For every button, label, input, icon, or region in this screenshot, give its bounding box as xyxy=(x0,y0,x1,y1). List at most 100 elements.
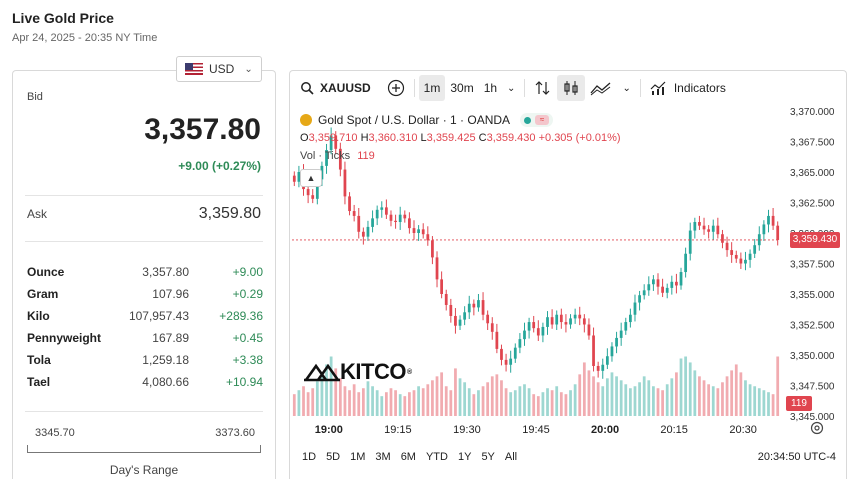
unit-price: 107,957.43 xyxy=(128,309,189,323)
volume-bar xyxy=(315,381,319,416)
candle-body xyxy=(698,222,701,226)
candle-body xyxy=(371,218,374,227)
volume-bar xyxy=(721,382,724,416)
volume-bar xyxy=(458,378,462,416)
candle-body xyxy=(454,315,457,326)
compare-button[interactable] xyxy=(382,75,410,101)
volume-bar xyxy=(440,372,444,416)
unit-change: +10.94 xyxy=(225,375,263,389)
page-timestamp: Apr 24, 2025 - 20:35 NY Time xyxy=(12,32,158,44)
volume-bar xyxy=(550,390,554,416)
price-chart[interactable]: 3,370.000 3,367.500 3,365.000 3,362.500 3,36… xyxy=(290,71,846,479)
interval-30m[interactable]: 30m xyxy=(450,81,474,95)
candle-body xyxy=(647,284,651,291)
candle-body xyxy=(449,304,453,316)
candle-body xyxy=(523,330,526,340)
volume-label: Vol · Ticks xyxy=(300,150,351,162)
chevron-down-icon: ⌄ xyxy=(622,82,631,94)
compare-symbols-button[interactable] xyxy=(529,75,557,101)
candle-body xyxy=(753,245,757,254)
range-1d[interactable]: 1D xyxy=(302,451,317,463)
settings-gear-icon[interactable] xyxy=(810,421,824,435)
volume-bar xyxy=(592,376,595,416)
volume-bar xyxy=(569,390,572,416)
range-ytd[interactable]: YTD xyxy=(425,451,448,463)
volume-bar xyxy=(776,356,780,416)
chart-type-dropdown[interactable]: ⌄ xyxy=(617,75,635,101)
chart-clock: 20:34:50 UTC-4 xyxy=(757,451,836,463)
candle-body xyxy=(748,253,752,260)
range-1y[interactable]: 1Y xyxy=(457,451,472,463)
candle-body xyxy=(587,324,591,336)
unit-price: 1,259.18 xyxy=(142,353,189,367)
candle-body xyxy=(656,279,660,287)
symbol-search[interactable]: XAUUSD xyxy=(290,75,376,101)
candle-body xyxy=(292,175,296,182)
candle-body xyxy=(675,281,678,286)
volume-bar xyxy=(670,378,674,416)
candle-body xyxy=(744,259,747,264)
volume-bar xyxy=(546,388,549,416)
candle-body xyxy=(380,207,384,210)
range-all[interactable]: All xyxy=(504,451,518,463)
volume-bar xyxy=(325,364,328,416)
volume-bar xyxy=(661,390,664,416)
interval-dropdown[interactable]: ⌄ xyxy=(502,75,520,101)
unit-change: +0.29 xyxy=(232,287,263,301)
range-5d[interactable]: 5D xyxy=(326,451,341,463)
interval-1h[interactable]: 1h xyxy=(483,81,498,95)
candle-body xyxy=(771,215,775,226)
volume-bar xyxy=(371,386,374,416)
indicators-label: Indicators xyxy=(673,81,726,95)
candle-body xyxy=(550,317,554,325)
divider xyxy=(25,411,263,412)
x-tick-label: 19:30 xyxy=(453,424,481,436)
ohlc-low: 3,359.425 xyxy=(426,132,476,144)
candle-body xyxy=(725,242,729,251)
range-3m[interactable]: 3M xyxy=(375,451,391,463)
candle-body xyxy=(601,364,605,371)
chart-widget: XAUUSD 1m 30m 1h ⌄ ⌄ Indicators 3,370.0 xyxy=(289,70,847,479)
unit-price: 107.96 xyxy=(152,287,189,301)
search-icon xyxy=(301,82,314,95)
unit-price-table: Ounce 3,357.80 +9.00 Gram 107.96 +0.29 K… xyxy=(27,261,263,393)
candle-body xyxy=(361,231,365,237)
volume-bar xyxy=(495,374,499,416)
y-tick-label: 3,370.000 xyxy=(790,107,835,118)
candle-body xyxy=(670,281,674,288)
unit-change: +3.38 xyxy=(232,353,263,367)
volume-bar xyxy=(398,394,402,416)
indicators-button[interactable]: Indicators xyxy=(645,75,731,101)
chart-type-area-button[interactable] xyxy=(585,75,617,101)
time-range-bar: 1D 5D 1M 3M 6M YTD 1Y 5Y All xyxy=(302,451,527,463)
bid-label: Bid xyxy=(27,91,43,103)
candle-body xyxy=(384,207,388,215)
candle-body xyxy=(417,229,420,233)
volume-bar xyxy=(302,386,305,416)
candle-body xyxy=(398,214,402,223)
currency-select[interactable]: USD ⌄ xyxy=(176,56,262,82)
volume-bar xyxy=(688,362,692,416)
y-tick-label: 3,345.000 xyxy=(790,412,835,423)
candle-body xyxy=(569,318,572,325)
candle-body xyxy=(559,314,563,323)
interval-1m[interactable]: 1m xyxy=(418,75,446,101)
range-5y[interactable]: 5Y xyxy=(481,451,495,463)
range-1m[interactable]: 1M xyxy=(350,451,366,463)
candle-body xyxy=(440,279,444,294)
collapse-legend-button[interactable]: ▲ xyxy=(300,169,322,187)
ohlc-open: 3,359.710 xyxy=(308,132,358,144)
volume-bar xyxy=(320,376,324,416)
candles-button[interactable] xyxy=(557,75,586,101)
unit-change: +9.00 xyxy=(232,265,263,279)
volume-bar xyxy=(394,390,397,416)
candle-body xyxy=(638,295,641,303)
volume-bar xyxy=(421,388,425,416)
candle-body xyxy=(739,258,743,264)
range-6m[interactable]: 6M xyxy=(400,451,416,463)
candle-body xyxy=(721,234,724,243)
candle-body xyxy=(297,172,301,182)
candle-body xyxy=(582,318,586,325)
chevron-down-icon: ⌄ xyxy=(507,82,516,94)
volume-bar xyxy=(297,390,301,416)
